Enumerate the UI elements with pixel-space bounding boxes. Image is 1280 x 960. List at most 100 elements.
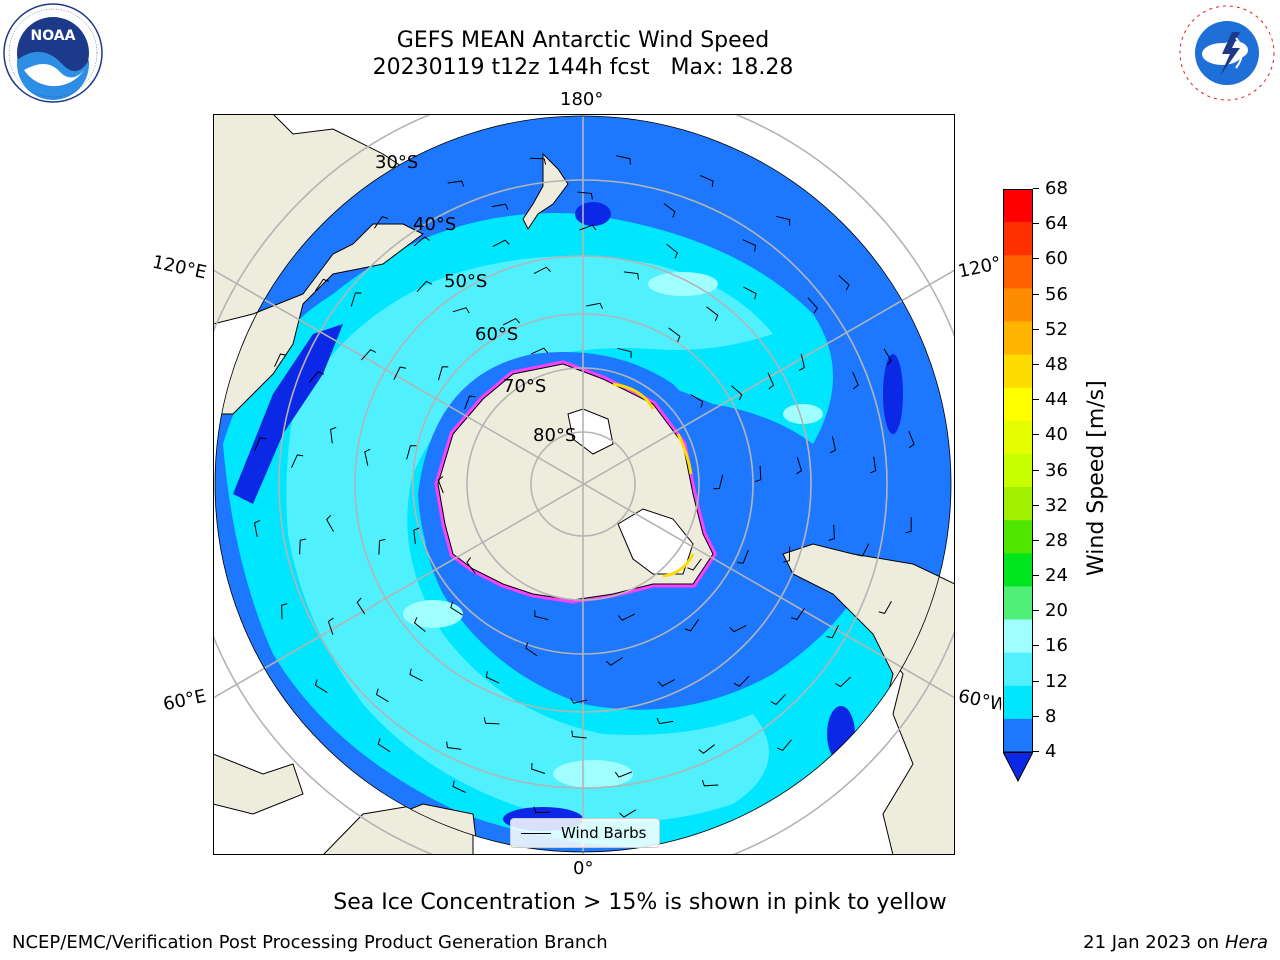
- wind-barb: [409, 668, 423, 682]
- wind-barb: [838, 275, 850, 291]
- colorbar-tick: 36: [1033, 460, 1068, 481]
- colorbar-tick: 52: [1033, 319, 1068, 340]
- colorbar-cell: [1003, 453, 1033, 488]
- wind-barb: [330, 426, 337, 444]
- colorbar-cell: [1003, 387, 1033, 422]
- lat-label-30s: 30°S: [375, 152, 419, 173]
- wind-barb-legend-label: Wind Barbs: [561, 824, 647, 842]
- wind-barb: [364, 448, 371, 466]
- colorbar-tick: 60: [1033, 248, 1068, 269]
- wind-barb: [314, 679, 328, 694]
- wind-barb: [447, 180, 465, 187]
- chart-title: GEFS MEAN Antarctic Wind Speed: [396, 28, 770, 53]
- wind-barb: [446, 741, 462, 750]
- wind-barb: [852, 372, 859, 390]
- wind-barb: [617, 613, 636, 621]
- wind-barb: [491, 203, 509, 210]
- wind-barb: [452, 307, 470, 314]
- wind-barb: [690, 394, 704, 408]
- wind-barb: [377, 738, 391, 753]
- colorbar-tick: 48: [1033, 354, 1068, 375]
- lon-label-120e: 120°E: [150, 251, 209, 284]
- wind-barb: [291, 454, 304, 468]
- wind-barb: [492, 239, 510, 248]
- wind-barb: [730, 385, 743, 401]
- wind-barb: [829, 436, 836, 454]
- map-legend: Wind Barbs: [510, 818, 660, 848]
- wind-barb: [870, 456, 877, 474]
- lon-label-60w: 60°W: [956, 685, 1004, 716]
- wind-barb: [684, 619, 700, 632]
- wind-barb: [729, 624, 747, 633]
- wind-barb: [623, 271, 639, 280]
- colorbar-tick: 40: [1033, 424, 1068, 445]
- wind-barb: [314, 278, 330, 292]
- wind-barb: [754, 465, 762, 483]
- colorbar-tick: 8: [1033, 706, 1056, 727]
- graticule: [213, 114, 955, 855]
- colorbar-tick: 16: [1033, 635, 1068, 656]
- wind-barb: [360, 349, 377, 361]
- wind-barb: [254, 437, 267, 451]
- wind-barb: [531, 762, 546, 774]
- wind-barb: [668, 327, 681, 343]
- colorbar-cell: [1003, 520, 1033, 554]
- wind-barb: [530, 157, 547, 165]
- wind-barb: [577, 191, 593, 200]
- lon-label-180: 180°: [560, 89, 604, 110]
- colorbar-tick: 24: [1033, 565, 1068, 586]
- lat-label-50s: 50°S: [444, 271, 488, 292]
- wind-barb: [878, 600, 892, 614]
- wind-barb: [373, 216, 389, 229]
- colorbar-tick: 4: [1033, 741, 1056, 762]
- colorbar-ticks: 68 64 60 56 52 48 44 40 36 32 28 24 20 16 12 8 4: [1033, 178, 1093, 769]
- wind-barb: [437, 366, 449, 381]
- wind-barb: [375, 688, 389, 703]
- wind-barb: [783, 546, 791, 563]
- wind-barb: [743, 286, 757, 300]
- wind-barb: [657, 679, 675, 687]
- wind-barb: [737, 549, 749, 564]
- wind-barb: [701, 779, 719, 787]
- wind-barb: [274, 353, 287, 368]
- colorbar-tick: 44: [1033, 389, 1068, 410]
- lat-label-70s: 70°S: [503, 376, 547, 397]
- colorbar-cell: [1003, 189, 1033, 223]
- wind-barb: [450, 601, 463, 616]
- footer-credit: NCEP/EMC/Verification Post Processing Pr…: [12, 932, 608, 953]
- colorbar-tick: 64: [1033, 213, 1068, 234]
- wind-barb: [253, 519, 261, 537]
- wind-barbs-layer: [253, 155, 915, 818]
- wind-barb: [775, 215, 791, 226]
- colorbar-cell: [1003, 718, 1033, 753]
- colorbar: [1002, 189, 1034, 783]
- wind-barb: [656, 717, 674, 725]
- colorbar-cell: [1003, 487, 1033, 521]
- wind-barb: [579, 224, 597, 231]
- sea-ice-caption: Sea Ice Concentration > 15% is shown in …: [333, 890, 947, 915]
- wind-barb: [687, 558, 702, 571]
- colorbar-cell: [1003, 222, 1033, 256]
- wind-barb: [485, 671, 500, 684]
- wind-barb: [464, 395, 476, 410]
- wind-barb: [586, 302, 604, 309]
- wind-barb: [605, 657, 623, 666]
- wind-barb: [835, 676, 852, 688]
- wind-barb: [525, 642, 538, 657]
- wind-barb: [616, 155, 631, 165]
- colorbar-cell: [1003, 685, 1033, 720]
- colorbar-tick: 28: [1033, 530, 1068, 551]
- wind-barb: [378, 538, 386, 555]
- wind-barb: [308, 371, 324, 383]
- colorbar-cell: [1003, 354, 1033, 389]
- wind-barb: [570, 697, 588, 704]
- wind-barb: [413, 527, 420, 545]
- wind-barb: [706, 306, 719, 321]
- wind-barb: [617, 347, 632, 358]
- wind-barb: [571, 730, 587, 739]
- wind-barb: [406, 445, 417, 460]
- wind-barb: [776, 739, 792, 752]
- colorbar-tick: 20: [1033, 600, 1068, 621]
- wind-barb: [530, 347, 549, 355]
- wind-barb: [905, 517, 912, 534]
